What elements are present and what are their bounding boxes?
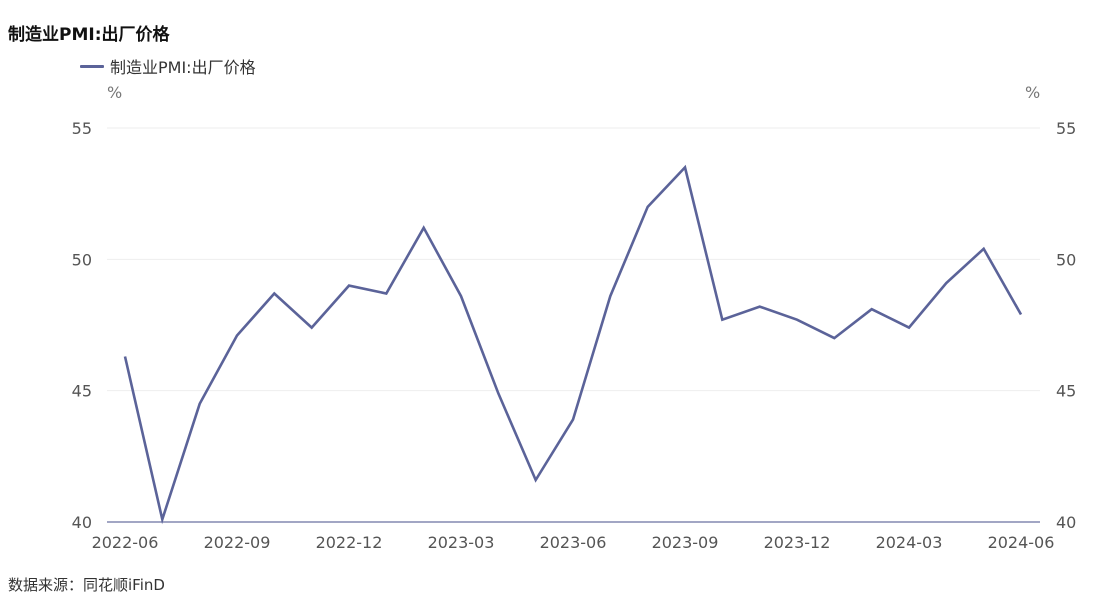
data-source: 数据来源：同花顺iFinD bbox=[8, 576, 165, 594]
y-tick-label-right: 55 bbox=[1056, 119, 1076, 138]
y-tick-label-left: 55 bbox=[72, 119, 92, 138]
legend-swatch bbox=[80, 64, 104, 68]
grid bbox=[107, 127, 1040, 392]
x-tick-label: 2023-03 bbox=[428, 533, 495, 552]
x-tick-label: 2022-09 bbox=[204, 533, 271, 552]
y-axis-left: 40 45 50 55 bbox=[72, 119, 92, 532]
x-tick-label: 2023-06 bbox=[540, 533, 607, 552]
x-axis: 2022-06 2022-09 2022-12 2023-03 2023-06 2023-… bbox=[92, 533, 1055, 552]
x-tick-label: 2024-03 bbox=[876, 533, 943, 552]
y-unit-right: % bbox=[1025, 83, 1040, 102]
x-tick-label: 2023-12 bbox=[764, 533, 831, 552]
x-tick-label: 2024-06 bbox=[988, 533, 1055, 552]
y-unit-left: % bbox=[107, 83, 122, 102]
y-tick-label-left: 45 bbox=[72, 382, 92, 401]
series-line bbox=[123, 164, 1023, 525]
y-tick-label-left: 40 bbox=[72, 513, 92, 532]
legend-label: 制造业PMI:出厂价格 bbox=[110, 58, 256, 77]
series bbox=[123, 164, 1023, 525]
x-tick-label: 2022-12 bbox=[316, 533, 383, 552]
y-axis-right: 40 45 50 55 bbox=[1056, 119, 1076, 532]
chart-title: 制造业PMI:出厂价格 bbox=[8, 25, 170, 45]
y-tick-label-right: 45 bbox=[1056, 382, 1076, 401]
legend: 制造业PMI:出厂价格 bbox=[80, 55, 256, 77]
y-tick-label-right: 50 bbox=[1056, 250, 1076, 269]
x-tick-label: 2023-09 bbox=[652, 533, 719, 552]
y-tick-label-right: 40 bbox=[1056, 513, 1076, 532]
y-tick-label-left: 50 bbox=[72, 250, 92, 269]
x-tick-label: 2022-06 bbox=[92, 533, 159, 552]
